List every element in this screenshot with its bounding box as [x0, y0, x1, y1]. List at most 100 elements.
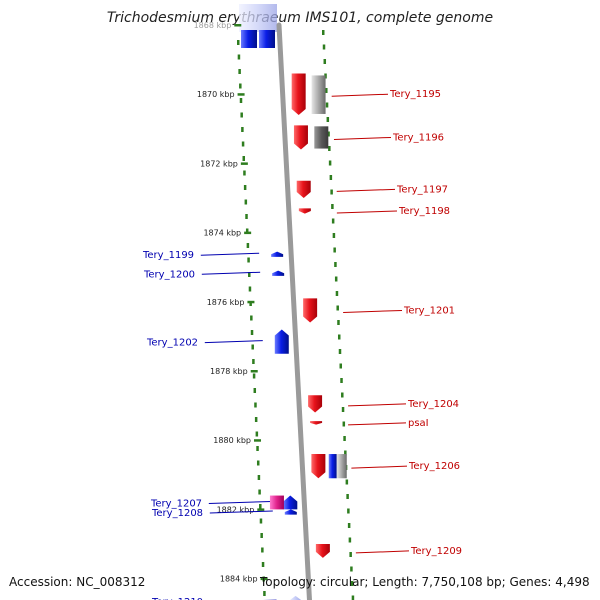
right-track-dot [343, 436, 346, 441]
reverse-gene-leader [209, 510, 273, 514]
left-track-dot [254, 417, 258, 422]
scale-tick [250, 370, 258, 373]
left-track-dot [256, 460, 260, 466]
scale-tick-label: 1882 kbp [217, 505, 255, 514]
right-track-dot [351, 595, 355, 600]
right-track-dot [322, 30, 325, 35]
grey-gene-block [311, 75, 326, 114]
reverse-gene-leader [204, 340, 263, 344]
left-track-dot [243, 185, 247, 190]
right-track-dot [333, 247, 336, 253]
reverse-gene-label: Tery_1200 [143, 269, 195, 280]
scale-tick-label: 1870 kbp [197, 90, 235, 99]
forward-gene-leader [343, 309, 403, 313]
left-track-dot [254, 402, 257, 408]
scale-tick-label: 1878 kbp [210, 367, 248, 376]
forward-gene-leader [351, 465, 408, 469]
right-track-dot [342, 421, 346, 427]
reverse-gene-arrow [272, 270, 285, 276]
left-track-dot [245, 228, 249, 234]
right-track-dot [328, 146, 331, 151]
right-track-dot [345, 479, 349, 485]
forward-gene-label: Tery_1198 [398, 206, 450, 217]
forward-gene-label: Tery_1204 [407, 399, 459, 410]
left-track-dot [248, 286, 252, 292]
forward-gene-leader [336, 210, 398, 214]
gene-block-top-right [259, 30, 275, 48]
forward-gene-label: Tery_1201 [403, 305, 455, 316]
gene-block-top-left [241, 30, 257, 48]
right-track-dot [338, 349, 342, 354]
left-track-dot [252, 359, 255, 364]
scale-tick-label: 1874 kbp [203, 229, 241, 238]
scale-tick-label: 1876 kbp [207, 298, 245, 307]
right-track-dot [326, 117, 330, 122]
right-track-dot [341, 407, 345, 412]
left-track-dot [261, 562, 265, 567]
left-track-dot [237, 54, 241, 60]
right-track-dot [339, 363, 343, 369]
genome-summary-text: Topology: circular; Length: 7,750,108 bp… [260, 575, 590, 589]
reverse-gene-label: Tery_1202 [146, 338, 198, 349]
left-track-dot [258, 489, 261, 495]
right-track-dot [325, 102, 329, 108]
right-track-dot [350, 581, 354, 586]
right-track-dot [325, 88, 328, 93]
right-track-dot [330, 189, 333, 195]
reverse-gene-arrow [284, 509, 297, 515]
faded-gene-top [239, 4, 277, 32]
scale-tick-label: 1872 kbp [200, 159, 238, 168]
forward-gene-label: Tery_1196 [392, 132, 444, 143]
left-track-dot [237, 40, 240, 45]
right-track-dot [334, 276, 338, 282]
left-track-dot [250, 315, 253, 321]
reverse-gene-label: Tery_1208 [151, 508, 203, 519]
reverse-gene-leader [200, 252, 260, 256]
forward-gene-arrow [315, 544, 330, 558]
left-track-dot [249, 301, 252, 306]
right-track-dot [331, 218, 335, 224]
left-track-dot [238, 69, 241, 74]
left-track-dot [243, 170, 246, 176]
scale-tick-label: 1868 kbp [194, 21, 232, 30]
left-track-dot [241, 127, 244, 132]
right-track-dot [327, 131, 330, 137]
left-track-dot [259, 504, 262, 509]
grey-gene-block [336, 454, 347, 479]
reverse-gene-arrow [283, 495, 298, 510]
forward-gene-label: Tery_1197 [396, 184, 448, 195]
left-track-dot [247, 257, 250, 263]
forward-gene-leader [331, 93, 389, 97]
right-track-dot [332, 233, 336, 238]
forward-gene-arrow [303, 298, 318, 323]
left-track-dot [255, 431, 259, 437]
left-track-dot [259, 518, 263, 524]
reverse-gene-arrow [271, 251, 284, 257]
scale-tick [254, 439, 262, 442]
left-track-dot [245, 214, 248, 219]
scale-tick [244, 231, 252, 235]
reverse-gene-arrow [290, 595, 302, 600]
left-track-dot [260, 533, 263, 538]
blue-gene-block [328, 454, 337, 479]
reverse-gene-arrow [274, 329, 289, 354]
reverse-gene-label: Tery_1207 [150, 498, 202, 509]
right-track-dot [335, 291, 339, 296]
genome-title: Trichodesmium erythraeum IMS101, complet… [106, 10, 494, 26]
scale-tick [234, 24, 242, 27]
reverse-gene-label: Tery_1199 [142, 250, 194, 261]
right-track-dot [329, 175, 333, 180]
right-track-dot [347, 523, 351, 528]
left-track-dot [241, 141, 245, 147]
pink-gene-block [269, 495, 284, 510]
right-track-dot [347, 508, 350, 514]
left-track-dot [246, 243, 250, 248]
forward-gene-arrow [298, 208, 311, 214]
right-track-dot [322, 44, 326, 50]
left-track-dot [263, 591, 266, 596]
forward-gene-leader [348, 403, 407, 407]
forward-gene-arrow [293, 125, 308, 150]
scale-tick [260, 577, 268, 581]
